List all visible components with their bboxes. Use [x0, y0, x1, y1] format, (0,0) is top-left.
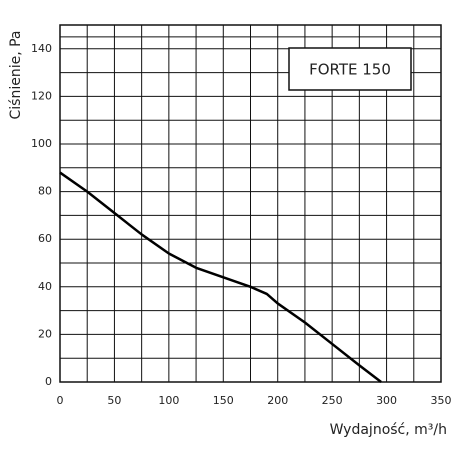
- line: [59, 171, 382, 383]
- plot-frame: [59, 24, 442, 383]
- x-axis-label: Wydajność, m³/h: [330, 422, 447, 438]
- x-tick-label: 0: [57, 394, 64, 407]
- y-tick-label: 40: [38, 280, 52, 293]
- x-tick-label: 150: [213, 394, 234, 407]
- x-tick-label: 50: [107, 394, 121, 407]
- x-tick-label: 300: [376, 394, 397, 407]
- y-tick-label: 140: [31, 42, 52, 55]
- y-tick-label: 20: [38, 327, 52, 340]
- y-tick-label: 60: [38, 232, 52, 245]
- x-tick-label: 350: [431, 394, 452, 407]
- annotation: FORTE 150: [309, 61, 391, 79]
- y-tick-label: 80: [38, 185, 52, 198]
- x-tick-label: 200: [267, 394, 288, 407]
- x-tick-label: 250: [322, 394, 343, 407]
- y-axis-label: Ciśnienie, Pa: [8, 30, 24, 119]
- y-tick-label: 120: [31, 89, 52, 102]
- y-tick-label: 0: [45, 375, 52, 388]
- x-tick-label: 100: [158, 394, 179, 407]
- y-tick-label: 100: [31, 137, 52, 150]
- annotation-box: [288, 47, 412, 91]
